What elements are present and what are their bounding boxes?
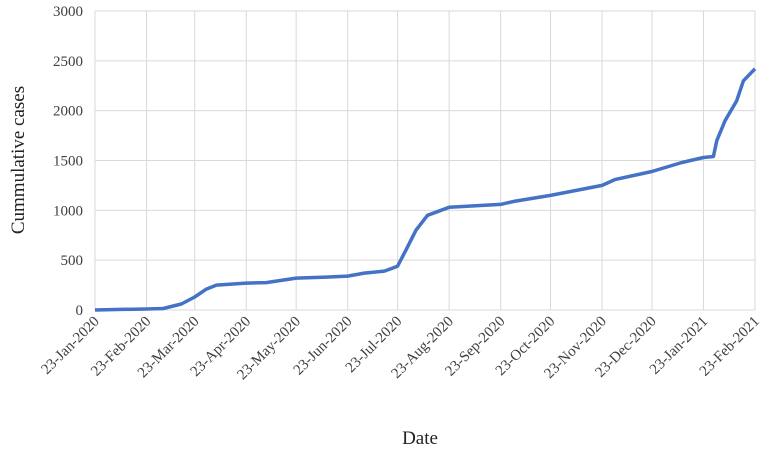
y-tick-label: 1500: [53, 154, 83, 170]
y-tick-label: 3000: [53, 4, 83, 20]
y-tick-label: 500: [61, 253, 84, 269]
y-tick-label: 2500: [53, 54, 83, 70]
x-axis-label: Date: [402, 428, 438, 449]
y-axis-label: Cummulative cases: [8, 86, 29, 234]
data-line: [94, 67, 757, 312]
y-tick-label: 1000: [53, 203, 83, 219]
y-tick-label: 2000: [53, 104, 83, 120]
y-tick-label: 0: [76, 303, 84, 319]
